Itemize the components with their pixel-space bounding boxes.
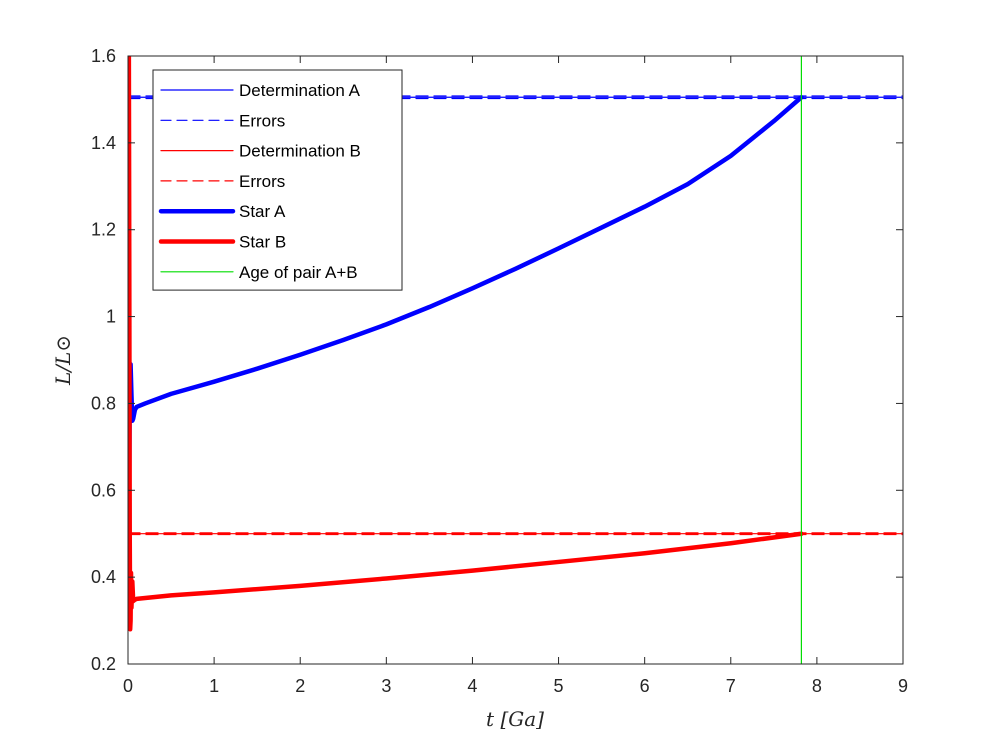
x-tick-label: 0 (123, 676, 133, 696)
legend-box (152, 69, 403, 291)
x-tick-label: 7 (726, 676, 736, 696)
x-axis: 0 1 2 3 4 5 6 7 8 9 (123, 56, 908, 696)
x-tick-label: 8 (812, 676, 822, 696)
y-tick-label: 1.2 (91, 220, 116, 240)
legend: Determination A Errors Determination B Erro… (152, 69, 403, 291)
x-axis-label: t [Ga] (486, 707, 544, 731)
legend-label: Star B (239, 233, 286, 252)
y-tick-label: 0.4 (91, 567, 116, 587)
x-tick-label: 6 (640, 676, 650, 696)
y-tick-label: 1.6 (91, 46, 116, 66)
y-tick-label: 0.8 (91, 393, 116, 413)
y-tick-label: 0.6 (91, 480, 116, 500)
x-tick-label: 5 (554, 676, 564, 696)
y-tick-label: 1 (106, 307, 116, 327)
y-axis: 0.2 0.4 0.6 0.8 1 1.2 1.4 1.6 (91, 46, 903, 674)
x-tick-label: 2 (295, 676, 305, 696)
legend-label: Errors (239, 111, 285, 130)
series-layer (128, 56, 903, 664)
y-tick-label: 0.2 (91, 654, 116, 674)
legend-label: Determination B (239, 142, 361, 161)
series-star-a-4-line (128, 95, 804, 536)
legend-label: Determination A (239, 81, 361, 100)
legend-label: Star A (239, 202, 286, 221)
axes-box (127, 55, 904, 665)
y-tick-label: 1.4 (91, 133, 116, 153)
legend-label: Age of pair A+B (239, 263, 358, 282)
x-tick-label: 1 (209, 676, 219, 696)
y-axis-label: L/L⊙ (51, 335, 75, 386)
x-tick-label: 4 (467, 676, 477, 696)
x-tick-label: 9 (898, 676, 908, 696)
legend-label: Errors (239, 172, 285, 191)
x-tick-label: 3 (381, 676, 391, 696)
series-star-b-5-line (128, 56, 804, 632)
